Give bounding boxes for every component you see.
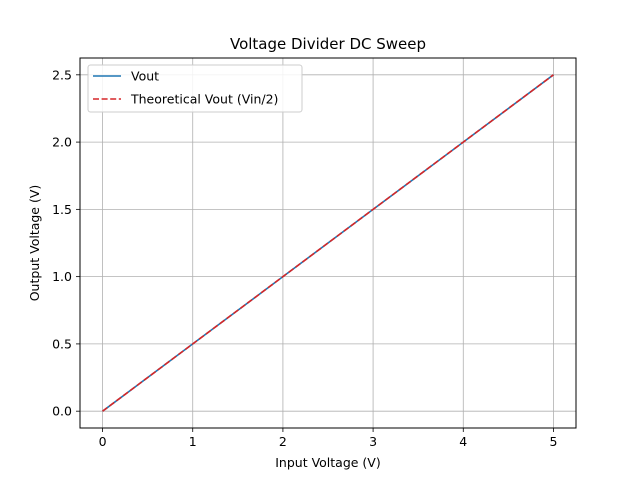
series-layer bbox=[102, 74, 554, 412]
axis-ticks: 0 1 2 3 4 5 0.0 0.5 1.0 1.5 2.0 2.5 bbox=[52, 67, 557, 449]
x-tick-label: 1 bbox=[189, 434, 197, 449]
y-tick-label: 2.0 bbox=[52, 135, 72, 150]
y-tick-label: 0.5 bbox=[52, 336, 72, 351]
theoretical-vout-line bbox=[102, 74, 554, 412]
x-tick-label: 3 bbox=[369, 434, 377, 449]
x-tick-label: 0 bbox=[99, 434, 107, 449]
y-axis-title: Output Voltage (V) bbox=[27, 185, 42, 302]
legend-label: Theoretical Vout (Vin/2) bbox=[130, 92, 278, 107]
y-tick-label: 0.0 bbox=[52, 404, 72, 419]
x-tick-label: 5 bbox=[549, 434, 557, 449]
x-tick-label: 2 bbox=[279, 434, 287, 449]
legend-box bbox=[87, 64, 303, 113]
plot-frame bbox=[79, 57, 577, 429]
legend-label: Vout bbox=[131, 69, 159, 84]
y-tick-label: 1.0 bbox=[52, 269, 72, 284]
y-tick-label: 2.5 bbox=[52, 67, 72, 82]
x-tick-label: 4 bbox=[459, 434, 467, 449]
y-tick-label: 1.5 bbox=[52, 202, 72, 217]
grid bbox=[80, 58, 576, 428]
x-axis-title: Input Voltage (V) bbox=[275, 455, 381, 470]
legend: Vout Theoretical Vout (Vin/2) bbox=[87, 64, 303, 113]
chart-title: Voltage Divider DC Sweep bbox=[230, 35, 426, 53]
